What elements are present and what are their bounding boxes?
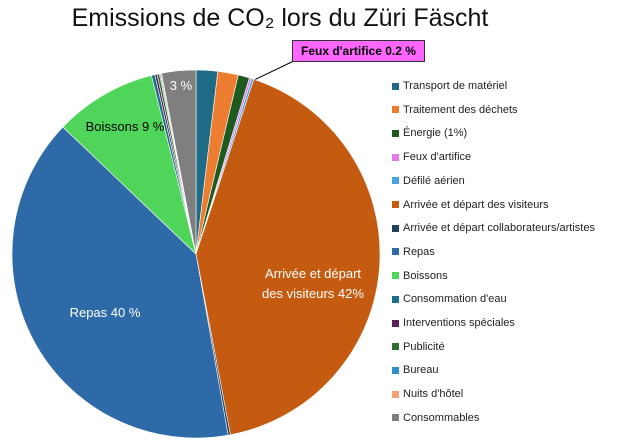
legend-swatch — [392, 390, 399, 398]
legend-swatch — [392, 366, 399, 374]
data-label: Repas 40 % — [69, 305, 141, 320]
data-label: Feux d'artifice 0.2 % — [292, 40, 425, 62]
legend-item: Feux d'artifice — [392, 151, 471, 163]
data-label: 3 % — [169, 78, 193, 93]
legend-label: Interventions spéciales — [403, 317, 515, 329]
legend-label: Arrivée et départ des visiteurs — [403, 198, 549, 211]
legend-item: Défilé aérien — [392, 175, 465, 187]
legend-label: Consommation d'eau — [403, 293, 507, 306]
pie-slice — [161, 69, 197, 255]
legend-swatch — [392, 319, 399, 327]
legend-label: Arrivée et départ collaborateurs/artiste… — [403, 222, 595, 235]
legend-swatch — [392, 272, 399, 280]
legend-item: Consommation d'eau — [392, 293, 507, 305]
legend-item: Consommables — [392, 412, 479, 424]
legend-item: Repas — [392, 246, 435, 258]
legend-swatch — [392, 153, 399, 161]
legend-swatch — [392, 82, 399, 90]
data-label: Boissons 9 % — [85, 119, 165, 134]
legend-item: Traitement des déchets — [392, 104, 518, 116]
legend-label: Transport de matériel — [403, 80, 508, 92]
legend-label: Repas — [403, 245, 435, 258]
legend-swatch — [392, 224, 399, 232]
legend-item: Énergie (1%) — [392, 127, 467, 139]
legend-label: Boissons — [403, 269, 448, 282]
pie-slice — [11, 126, 229, 439]
legend-label: Publicité — [403, 340, 445, 353]
legend-item: Publicité — [392, 341, 445, 353]
legend-label: Consommables — [403, 411, 480, 424]
legend-label: Nuits d'hôtel — [403, 388, 464, 401]
legend-swatch — [392, 414, 399, 422]
legend-swatch — [392, 129, 399, 137]
legend-label: Bureau — [403, 364, 439, 377]
legend-swatch — [392, 201, 399, 208]
data-label: Arrivée et départ des visiteurs 42% — [262, 266, 364, 301]
legend-item: Nuits d'hôtel — [392, 388, 463, 400]
legend-label: Traitement des déchets — [403, 103, 518, 116]
legend-swatch — [392, 295, 399, 303]
legend-swatch — [392, 106, 399, 114]
pie-slice — [62, 75, 197, 255]
legend-swatch — [392, 177, 399, 185]
legend-item: Bureau — [392, 364, 438, 376]
pie-slice — [195, 78, 381, 436]
legend-item: Interventions spéciales — [392, 317, 515, 329]
legend-item: Arrivée et départ des visiteurs — [392, 199, 549, 211]
legend-label: Énergie (1%) — [403, 127, 468, 140]
legend-item: Transport de matériel — [392, 80, 507, 92]
legend-swatch — [392, 343, 399, 351]
legend-item: Arrivée et départ collaborateurs/artiste… — [392, 222, 595, 234]
legend-label: Défilé aérien — [403, 174, 465, 187]
legend-swatch — [392, 248, 399, 256]
legend-label: Feux d'artifice — [403, 151, 472, 164]
chart-title: Emissions de CO₂ lors du Züri Fäscht — [71, 4, 489, 32]
legend-item: Boissons — [392, 270, 448, 282]
